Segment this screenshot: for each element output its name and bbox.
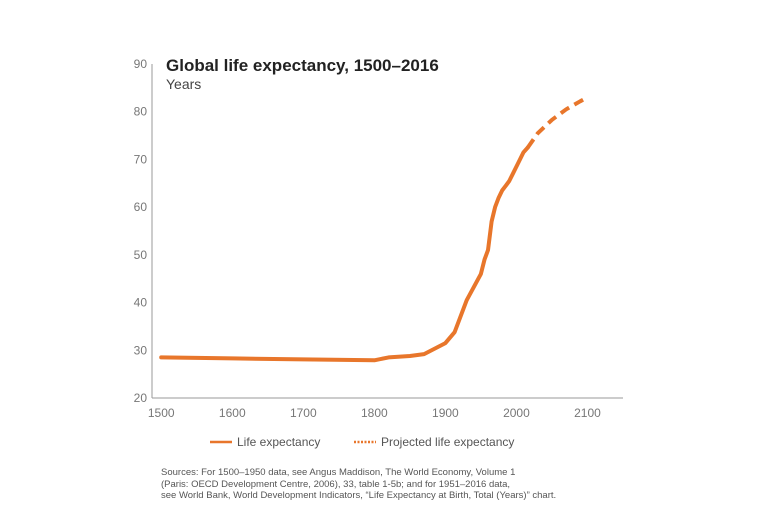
source-line: (Paris: OECD Development Centre, 2006), … — [161, 478, 511, 490]
x-tick-label: 1900 — [432, 406, 459, 420]
y-tick-label: 40 — [134, 296, 148, 310]
x-tick-label: 2000 — [503, 406, 530, 420]
projected-life-expectancy-line — [526, 95, 589, 149]
y-tick-label: 80 — [134, 105, 148, 119]
y-tick-label: 30 — [134, 343, 148, 357]
legend-label-life-expectancy: Life expectancy — [237, 435, 320, 449]
x-tick-label: 2100 — [574, 406, 601, 420]
life-expectancy-line — [159, 145, 530, 363]
legend-label-projected: Projected life expectancy — [381, 435, 514, 449]
y-tick-label: 50 — [134, 248, 148, 262]
chart-title: Global life expectancy, 1500–2016 — [166, 56, 439, 75]
chart-subtitle: Years — [166, 76, 201, 92]
y-tick-label: 20 — [134, 391, 148, 405]
source-line: see World Bank, World Development Indica… — [161, 490, 557, 501]
x-tick-label: 1700 — [290, 406, 317, 420]
axes — [151, 64, 623, 399]
x-tick-label: 1500 — [148, 406, 175, 420]
source-note: Sources: For 1500–1950 data, see Angus M… — [161, 467, 721, 502]
source-line: Sources: For 1500–1950 data, see Angus M… — [161, 467, 516, 478]
x-tick-label: 1800 — [361, 406, 388, 420]
y-tick-label: 90 — [134, 57, 148, 71]
data-lines — [159, 95, 589, 363]
y-tick-label: 70 — [134, 152, 148, 166]
x-tick-label: 1600 — [219, 406, 246, 420]
y-tick-label: 60 — [134, 200, 148, 214]
tick-labels: 20 30 40 50 60 70 80 90 1500 1600 1700 1800 1900 2000… — [134, 57, 602, 420]
legend: Life expectancy Projected life expectanc… — [210, 435, 514, 449]
